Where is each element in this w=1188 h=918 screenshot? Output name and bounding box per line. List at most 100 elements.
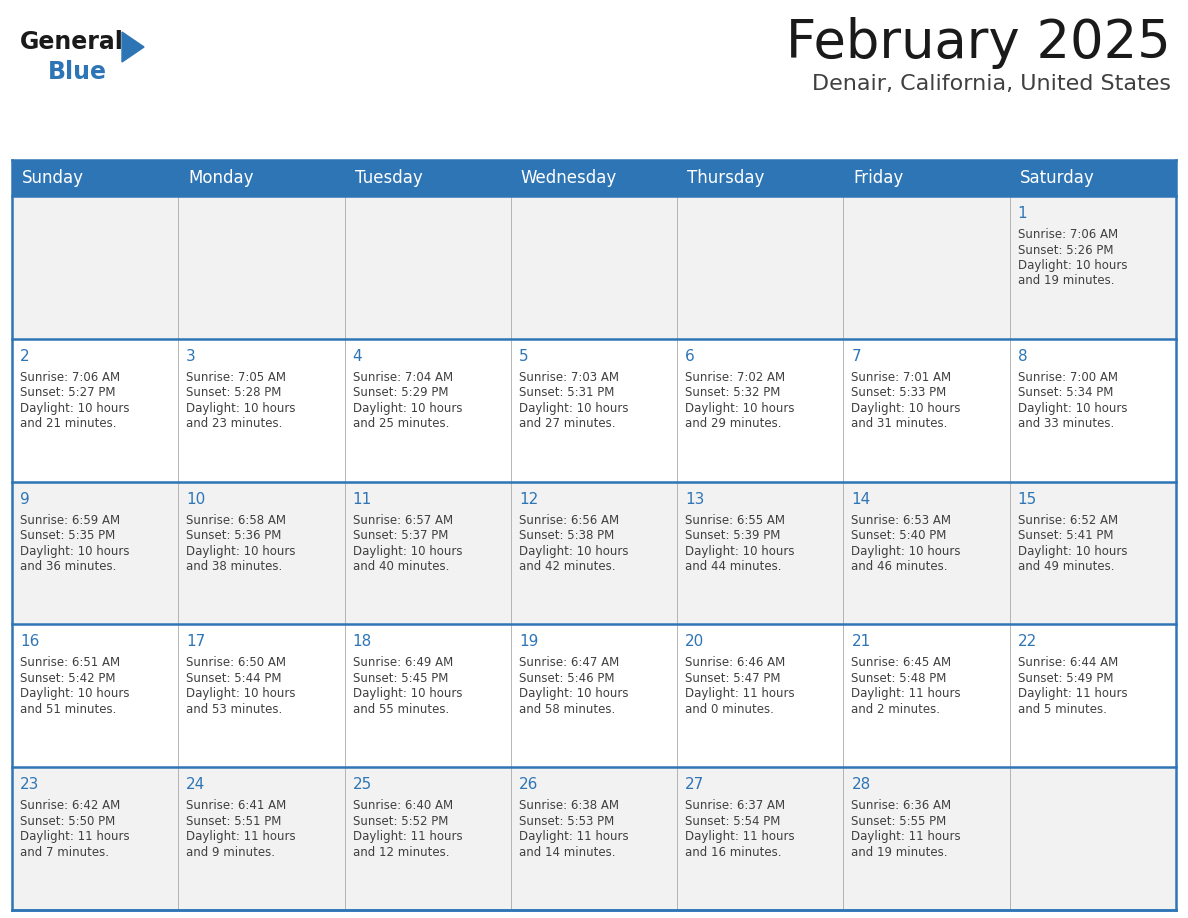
Bar [843, 624, 1010, 767]
Text: Daylight: 10 hours: Daylight: 10 hours [187, 544, 296, 557]
Bar [12, 624, 178, 767]
Bar [1010, 767, 1176, 910]
Text: and 21 minutes.: and 21 minutes. [20, 418, 116, 431]
Text: and 31 minutes.: and 31 minutes. [852, 418, 948, 431]
Text: Sunset: 5:44 PM: Sunset: 5:44 PM [187, 672, 282, 685]
Text: Sunrise: 7:04 AM: Sunrise: 7:04 AM [353, 371, 453, 384]
Text: Daylight: 11 hours: Daylight: 11 hours [852, 688, 961, 700]
Text: and 40 minutes.: and 40 minutes. [353, 560, 449, 573]
Text: Sunset: 5:33 PM: Sunset: 5:33 PM [852, 386, 947, 399]
Bar [178, 482, 345, 624]
Text: 23: 23 [20, 778, 39, 792]
Text: 5: 5 [519, 349, 529, 364]
Text: Daylight: 10 hours: Daylight: 10 hours [852, 544, 961, 557]
Text: Sunset: 5:49 PM: Sunset: 5:49 PM [1018, 672, 1113, 685]
Text: Sunset: 5:26 PM: Sunset: 5:26 PM [1018, 243, 1113, 256]
Text: 12: 12 [519, 492, 538, 507]
Text: Daylight: 10 hours: Daylight: 10 hours [353, 544, 462, 557]
Bar [345, 767, 511, 910]
Bar [345, 624, 511, 767]
Text: Sunrise: 6:57 AM: Sunrise: 6:57 AM [353, 513, 453, 527]
Text: Sunset: 5:34 PM: Sunset: 5:34 PM [1018, 386, 1113, 399]
Text: and 12 minutes.: and 12 minutes. [353, 845, 449, 858]
Text: Sunrise: 6:52 AM: Sunrise: 6:52 AM [1018, 513, 1118, 527]
Text: and 9 minutes.: and 9 minutes. [187, 845, 276, 858]
Text: Wednesday: Wednesday [520, 169, 617, 187]
Text: General: General [20, 30, 124, 54]
Bar [1010, 196, 1176, 339]
Text: Sunrise: 6:38 AM: Sunrise: 6:38 AM [519, 800, 619, 812]
Text: Monday: Monday [188, 169, 254, 187]
Text: Sunrise: 6:46 AM: Sunrise: 6:46 AM [685, 656, 785, 669]
Bar [677, 624, 843, 767]
Text: 20: 20 [685, 634, 704, 649]
Text: 19: 19 [519, 634, 538, 649]
Text: and 58 minutes.: and 58 minutes. [519, 703, 615, 716]
Text: 13: 13 [685, 492, 704, 507]
Text: Sunset: 5:50 PM: Sunset: 5:50 PM [20, 814, 115, 828]
Bar [345, 196, 511, 339]
Text: Sunrise: 6:49 AM: Sunrise: 6:49 AM [353, 656, 453, 669]
Bar [843, 339, 1010, 482]
Text: Sunset: 5:38 PM: Sunset: 5:38 PM [519, 529, 614, 543]
Text: and 33 minutes.: and 33 minutes. [1018, 418, 1114, 431]
Text: Sunrise: 6:58 AM: Sunrise: 6:58 AM [187, 513, 286, 527]
Text: Daylight: 10 hours: Daylight: 10 hours [353, 688, 462, 700]
Text: 28: 28 [852, 778, 871, 792]
Text: and 27 minutes.: and 27 minutes. [519, 418, 615, 431]
Text: Sunrise: 6:42 AM: Sunrise: 6:42 AM [20, 800, 120, 812]
Text: 9: 9 [20, 492, 30, 507]
Text: Sunrise: 7:00 AM: Sunrise: 7:00 AM [1018, 371, 1118, 384]
Bar [843, 767, 1010, 910]
Text: Sunset: 5:36 PM: Sunset: 5:36 PM [187, 529, 282, 543]
Text: Sunrise: 7:05 AM: Sunrise: 7:05 AM [187, 371, 286, 384]
Text: Tuesday: Tuesday [354, 169, 422, 187]
Text: Daylight: 10 hours: Daylight: 10 hours [20, 688, 129, 700]
Bar [677, 196, 843, 339]
Text: and 36 minutes.: and 36 minutes. [20, 560, 116, 573]
Text: and 14 minutes.: and 14 minutes. [519, 845, 615, 858]
Text: and 2 minutes.: and 2 minutes. [852, 703, 941, 716]
Text: Sunrise: 6:50 AM: Sunrise: 6:50 AM [187, 656, 286, 669]
Text: Sunrise: 6:45 AM: Sunrise: 6:45 AM [852, 656, 952, 669]
Text: Sunrise: 7:06 AM: Sunrise: 7:06 AM [20, 371, 120, 384]
Bar [12, 767, 178, 910]
Text: Daylight: 10 hours: Daylight: 10 hours [1018, 402, 1127, 415]
Text: and 16 minutes.: and 16 minutes. [685, 845, 782, 858]
Text: 6: 6 [685, 349, 695, 364]
Text: Sunrise: 7:01 AM: Sunrise: 7:01 AM [852, 371, 952, 384]
Text: 3: 3 [187, 349, 196, 364]
Text: Sunset: 5:39 PM: Sunset: 5:39 PM [685, 529, 781, 543]
Text: and 44 minutes.: and 44 minutes. [685, 560, 782, 573]
Bar [345, 339, 511, 482]
Text: Daylight: 10 hours: Daylight: 10 hours [519, 402, 628, 415]
Text: and 38 minutes.: and 38 minutes. [187, 560, 283, 573]
Text: Sunrise: 6:56 AM: Sunrise: 6:56 AM [519, 513, 619, 527]
Text: Sunset: 5:32 PM: Sunset: 5:32 PM [685, 386, 781, 399]
Text: and 25 minutes.: and 25 minutes. [353, 418, 449, 431]
Text: 18: 18 [353, 634, 372, 649]
Text: 27: 27 [685, 778, 704, 792]
Bar [178, 196, 345, 339]
Text: Thursday: Thursday [687, 169, 765, 187]
Text: 26: 26 [519, 778, 538, 792]
Text: Daylight: 11 hours: Daylight: 11 hours [685, 688, 795, 700]
Text: 25: 25 [353, 778, 372, 792]
Text: Daylight: 11 hours: Daylight: 11 hours [519, 830, 628, 844]
Text: Daylight: 11 hours: Daylight: 11 hours [353, 830, 462, 844]
Text: Sunrise: 6:44 AM: Sunrise: 6:44 AM [1018, 656, 1118, 669]
Text: Sunset: 5:40 PM: Sunset: 5:40 PM [852, 529, 947, 543]
Text: Sunset: 5:54 PM: Sunset: 5:54 PM [685, 814, 781, 828]
Text: Sunrise: 6:41 AM: Sunrise: 6:41 AM [187, 800, 286, 812]
Bar [12, 339, 178, 482]
Text: and 5 minutes.: and 5 minutes. [1018, 703, 1106, 716]
Bar [677, 767, 843, 910]
Text: 7: 7 [852, 349, 861, 364]
Text: Daylight: 11 hours: Daylight: 11 hours [852, 830, 961, 844]
Text: 10: 10 [187, 492, 206, 507]
Text: Daylight: 11 hours: Daylight: 11 hours [1018, 688, 1127, 700]
Text: Daylight: 10 hours: Daylight: 10 hours [852, 402, 961, 415]
Text: and 55 minutes.: and 55 minutes. [353, 703, 449, 716]
Bar [345, 482, 511, 624]
Bar [12, 196, 178, 339]
